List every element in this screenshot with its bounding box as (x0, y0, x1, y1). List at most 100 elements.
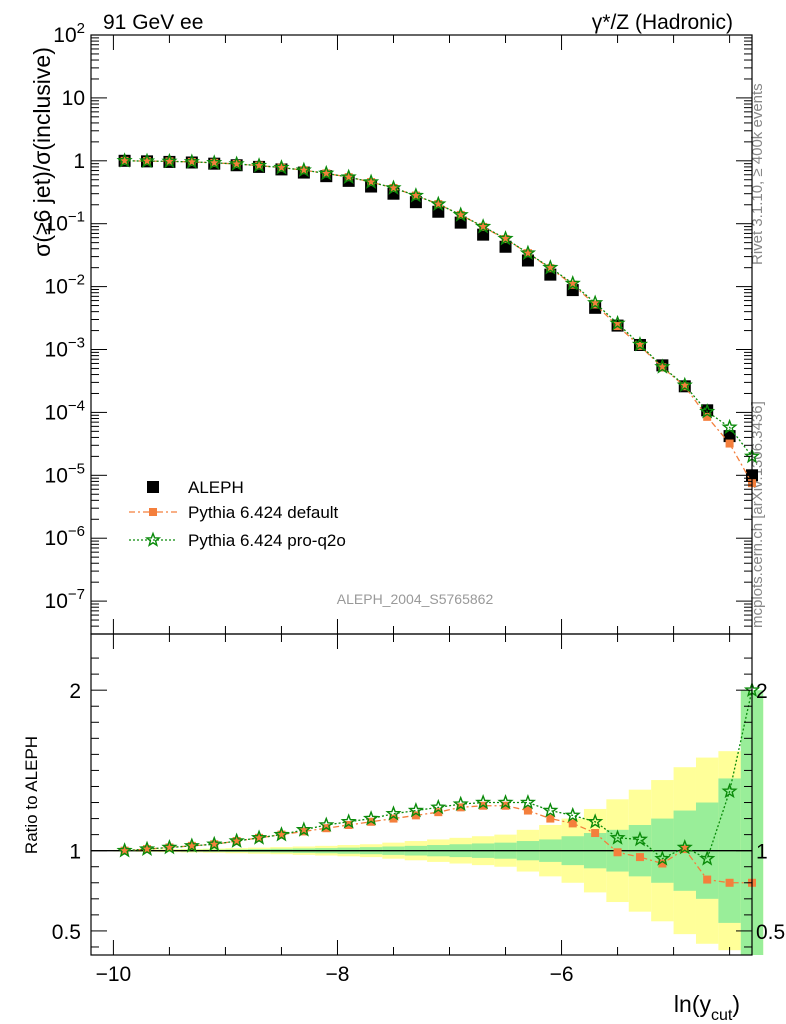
ratio-default-point (703, 875, 712, 884)
ratio-proq2o-point (452, 795, 469, 812)
pythia-proq2o-point (206, 154, 223, 170)
y-tick-label: 10−4 (45, 397, 85, 424)
pythia-default-point (658, 363, 667, 372)
ratio-default-point (523, 806, 532, 815)
pythia-proq2o-point (699, 403, 716, 419)
pythia-default-point (680, 382, 689, 391)
pythia-proq2o-point (228, 155, 245, 171)
rivet-label: Rivet 3.1.10, ≥ 400k events (749, 83, 766, 265)
ratio-y-tick-label-right: 2 (756, 680, 768, 703)
ratio-y-tick-label: 2 (69, 680, 81, 703)
ratio-default-point (591, 829, 600, 838)
pythia-default-point (255, 161, 264, 170)
ratio-default-point (725, 878, 734, 887)
ratio-proq2o-point (295, 821, 312, 837)
pythia-proq2o-point (497, 230, 514, 246)
ratio-proq2o-point (161, 838, 178, 855)
ratio-proq2o-point (475, 794, 492, 810)
ratio-proq2o-point (519, 794, 537, 810)
ratio-proq2o-point (654, 850, 671, 866)
pythia-proq2o-line (124, 160, 753, 457)
pythia-proq2o-point (138, 152, 156, 168)
ratio-default-point (165, 843, 174, 852)
ratio-default-point (411, 811, 420, 820)
ratio-default-point (546, 814, 555, 823)
ratio-default-point (299, 827, 308, 836)
ratio-frame (90, 633, 753, 956)
ratio-proq2o-point (676, 838, 693, 855)
ratio-proq2o-point (587, 813, 604, 829)
pythia-proq2o-point (430, 195, 447, 211)
pythia-proq2o-point (273, 159, 290, 175)
pythia-proq2o-point (542, 259, 559, 275)
ratio-default-point (680, 845, 689, 854)
legend-label: Pythia 6.424 default (188, 503, 339, 522)
pythia-default-point (299, 166, 308, 175)
pythia-default-point (479, 222, 488, 231)
main-panel: ALEPH_2004_S5765862 ALEPH Pythia 6.424 de… (29, 20, 761, 635)
pythia-proq2o-point (183, 153, 200, 169)
ratio-proq2o-point (385, 805, 402, 821)
analysis-watermark: ALEPH_2004_S5765862 (337, 591, 494, 607)
pythia-proq2o-point (631, 336, 649, 352)
y-tick-label: 10−3 (45, 335, 85, 362)
ratio-default-point (613, 848, 622, 857)
pythia-default-point (322, 169, 331, 178)
x-axis-label: ln(ycut) (674, 991, 740, 1024)
pythia-default-point (165, 157, 174, 166)
ratio-y-tick-label-right: 1 (756, 841, 768, 864)
ratio-default-point (568, 819, 577, 828)
pythia-proq2o-point (452, 206, 469, 222)
pythia-default-point (434, 200, 443, 209)
ratio-proq2o-point (542, 802, 559, 818)
x-tick-label: −6 (550, 963, 574, 986)
legend-default-marker (149, 508, 157, 516)
ratio-proq2o-point (116, 842, 133, 858)
legend: ALEPH Pythia 6.424 default Pythia 6.424 pr… (129, 478, 346, 550)
ratio-proq2o-point (430, 798, 447, 815)
mcplots-label: mcplots.cern.ch [arXiv:1306.3436] (749, 401, 766, 628)
legend-label: ALEPH (188, 478, 244, 497)
x-tick-label: −8 (325, 963, 349, 986)
y-tick-label: 102 (53, 20, 85, 47)
pythia-default-point (523, 249, 532, 258)
pythia-proq2o-point (340, 168, 357, 185)
pythia-proq2o-point (385, 179, 402, 195)
pythia-default-point (591, 300, 600, 309)
header-left-title: 91 GeV ee (103, 11, 203, 34)
y-tick-label: 10 (62, 87, 85, 110)
ratio-y-axis-label: Ratio to ALEPH (22, 736, 41, 854)
pythia-default-point (635, 341, 644, 350)
ratio-y-tick-label-right: 0.5 (756, 921, 785, 944)
pythia-default-point (546, 264, 555, 273)
legend-label: Pythia 6.424 pro-q2o (188, 531, 346, 550)
pythia-default-point (725, 439, 734, 448)
ratio-proq2o-point (721, 782, 738, 799)
ratio-proq2o-point (699, 850, 716, 866)
pythia-default-point (456, 210, 465, 219)
ratio-proq2o-point (609, 829, 626, 845)
legend-aleph-marker (147, 481, 159, 493)
pythia-proq2o-point (161, 152, 178, 169)
ratio-proq2o-point (228, 832, 245, 848)
pythia-proq2o-point (587, 294, 604, 310)
ratio-default-point (255, 833, 264, 842)
ratio-proq2o-point (631, 830, 649, 847)
aleph-point (723, 430, 736, 443)
pythia-proq2o-point (407, 187, 424, 203)
pythia-proq2o-point (116, 152, 133, 168)
pythia-proq2o-point (519, 244, 537, 261)
ratio-proq2o-point (564, 806, 581, 823)
ratio-default-point (210, 840, 219, 849)
ratio-y-tick-label: 0.5 (52, 921, 81, 944)
ratio-default-point (232, 837, 241, 846)
ratio-default-point (635, 853, 644, 862)
ratio-default-point (143, 845, 152, 854)
ratio-proq2o-point (362, 810, 380, 826)
x-tick-label: −10 (96, 963, 132, 986)
y-tick-label: 10−1 (45, 209, 85, 236)
pythia-proq2o-point (250, 157, 268, 173)
ratio-proq2o-point (340, 813, 357, 829)
ratio-proq2o-line (124, 690, 753, 860)
